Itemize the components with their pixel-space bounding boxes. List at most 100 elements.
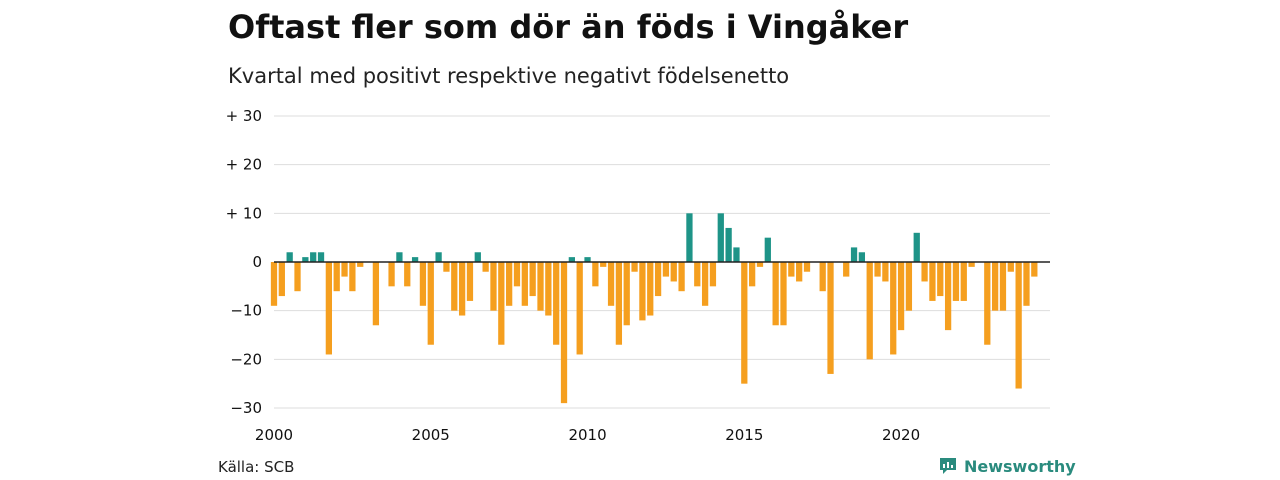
bar xyxy=(913,232,920,262)
bar xyxy=(882,262,889,282)
bar xyxy=(819,262,826,292)
bar xyxy=(474,252,481,262)
y-axis-labels: + 30 + 20 + 10 0 −10 −20 −30 xyxy=(226,107,262,417)
bar xyxy=(270,262,278,306)
y-tick-label: −10 xyxy=(230,302,262,320)
bar xyxy=(1007,262,1014,272)
bar xyxy=(372,262,380,326)
bar xyxy=(631,262,638,272)
brand[interactable]: Newsworthy xyxy=(938,456,1076,476)
bar xyxy=(325,262,332,355)
source-note: Källa: SCB xyxy=(218,458,295,476)
bar xyxy=(984,262,991,345)
bar xyxy=(568,257,575,262)
bar xyxy=(333,262,340,292)
bar xyxy=(662,262,670,277)
bar xyxy=(513,262,521,287)
bar xyxy=(278,262,285,297)
bar xyxy=(999,262,1007,311)
y-tick-label: 0 xyxy=(252,253,262,271)
bar xyxy=(349,262,356,292)
bar xyxy=(897,262,905,331)
bar xyxy=(490,262,497,311)
bar xyxy=(451,262,458,311)
x-tick-label: 2015 xyxy=(725,426,763,444)
bar xyxy=(803,262,811,272)
bar xyxy=(678,262,685,292)
bar xyxy=(553,262,560,345)
x-tick-label: 2020 xyxy=(882,426,920,444)
bar xyxy=(937,262,944,297)
bar xyxy=(756,262,764,267)
bar xyxy=(827,262,834,374)
bar xyxy=(521,262,528,306)
bar xyxy=(435,252,442,262)
x-tick-label: 2005 xyxy=(412,426,450,444)
bar xyxy=(788,262,795,277)
bar xyxy=(874,262,881,277)
bar xyxy=(458,262,466,316)
bar xyxy=(850,247,858,262)
bar xyxy=(890,262,897,355)
bar xyxy=(411,257,419,262)
bar xyxy=(921,262,928,282)
bar xyxy=(592,262,599,287)
bar xyxy=(780,262,787,326)
bar xyxy=(396,252,403,262)
bar xyxy=(600,262,607,267)
y-tick-label: + 30 xyxy=(226,107,262,125)
bar xyxy=(357,262,364,267)
y-tick-label: −20 xyxy=(230,350,262,368)
bar xyxy=(317,252,325,262)
bar xyxy=(576,262,583,355)
x-axis-labels: 2000 2005 2010 2015 2020 xyxy=(255,426,920,444)
bar xyxy=(843,262,850,277)
bar xyxy=(858,252,866,262)
bar xyxy=(686,213,693,262)
bar xyxy=(905,262,913,311)
bar xyxy=(647,262,654,316)
bar xyxy=(302,257,309,262)
bar xyxy=(694,262,701,287)
brand-name: Newsworthy xyxy=(964,456,1076,476)
bar xyxy=(560,262,568,404)
bar xyxy=(286,252,293,262)
bar xyxy=(537,262,544,311)
bar xyxy=(717,213,724,262)
bar xyxy=(482,262,489,272)
bar xyxy=(529,262,536,297)
bar xyxy=(419,262,427,306)
bar xyxy=(443,262,450,272)
bar xyxy=(294,262,301,292)
bar xyxy=(1031,262,1038,277)
bars xyxy=(270,213,1038,404)
bar xyxy=(498,262,505,345)
bar xyxy=(725,227,732,262)
bar xyxy=(944,262,952,331)
y-tick-label: −30 xyxy=(230,399,262,417)
bar xyxy=(701,262,709,306)
bar xyxy=(1023,262,1030,306)
bar xyxy=(709,262,717,287)
chart-title: Oftast fler som dör än föds i Vingåker xyxy=(228,8,909,46)
bar xyxy=(929,262,936,301)
bar xyxy=(741,262,748,384)
bar xyxy=(310,252,317,262)
bar xyxy=(388,262,395,287)
bar xyxy=(992,262,999,311)
bar xyxy=(341,262,348,277)
bar xyxy=(866,262,873,360)
bar xyxy=(670,262,677,282)
bar xyxy=(584,257,591,262)
bar xyxy=(764,237,771,262)
bar xyxy=(639,262,646,321)
y-tick-label: + 10 xyxy=(226,204,262,222)
bar xyxy=(545,262,552,316)
newsworthy-logo-icon xyxy=(940,458,956,474)
bar xyxy=(796,262,803,282)
y-tick-label: + 20 xyxy=(226,156,262,174)
bar xyxy=(733,247,740,262)
bar xyxy=(749,262,756,287)
x-tick-label: 2000 xyxy=(255,426,293,444)
bar xyxy=(960,262,967,301)
